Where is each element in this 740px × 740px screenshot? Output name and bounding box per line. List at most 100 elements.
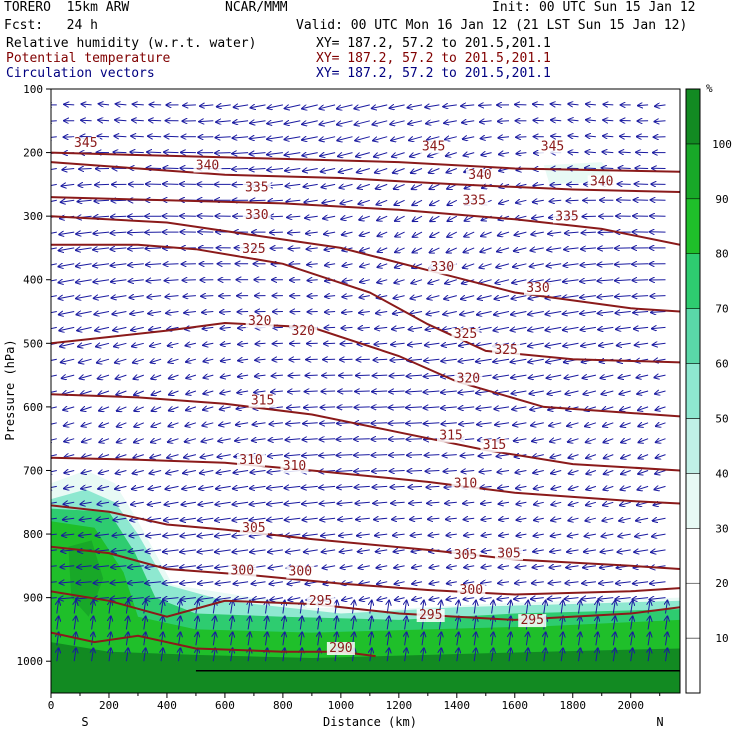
vector-588 [255,359,266,360]
vector-1068 [464,566,475,568]
theta-label-bg-340-2 [587,175,616,189]
vector-1066 [429,566,440,568]
theta-label-bg-325-0 [239,242,268,256]
vector-1251 [526,632,528,646]
vector-509 [131,327,144,330]
vector-1052 [180,566,196,568]
vector-403 [165,280,179,281]
vector-1139 [447,598,457,600]
vector-245 [550,200,562,201]
vector-945 [198,518,214,520]
y-tick-label-400: 400 [23,274,43,287]
vector-732 [253,423,266,425]
vector-1015 [163,550,179,552]
vector-624 [255,375,266,376]
vector-398 [76,280,92,283]
vector-1141 [481,598,492,600]
vector-734 [286,423,301,424]
vector-390 [563,264,579,266]
vector-361 [58,264,75,267]
vector-420 [462,280,475,284]
vector-1136 [395,598,405,601]
vector-1128 [252,598,266,600]
vector-94 [427,137,440,140]
colorbar-segment-10 [685,582,701,639]
y-tick-label-300: 300 [23,210,43,223]
vector-242 [499,200,510,203]
vector-1201 [283,617,285,630]
vector-1133 [342,598,353,601]
vector-126 [356,152,370,157]
vector-1075 [583,566,596,568]
vector-834 [150,471,162,474]
vector-25 [479,105,492,106]
vector-745 [477,423,492,425]
vector-552 [256,343,266,344]
vector-16 [320,104,336,109]
vector-569 [546,343,562,346]
vector-375 [307,264,318,265]
vector-1193 [144,617,146,630]
vector-811 [371,455,388,456]
theta-label-320-1: 320 [291,324,314,339]
vector-60 [462,121,475,123]
vector-157 [267,169,283,171]
vector-314 [498,232,510,236]
vector-718 [638,407,649,410]
vector-134 [499,153,510,155]
vector-97 [481,137,492,139]
vector-847 [372,471,388,472]
vector-1001 [551,534,562,536]
vector-531 [511,327,527,330]
vector-1049 [128,566,144,568]
vector-1090 [216,582,231,584]
vector-656 [186,391,197,394]
vector-687 [99,407,110,411]
vector-955 [374,518,388,519]
vector-1082 [77,582,92,583]
vector-741 [406,423,423,424]
y-axis-title: Pressure (hPa) [3,339,17,440]
vector-838 [217,471,231,474]
vector-497 [545,312,562,315]
vector-915 [302,502,318,504]
vector-897 [621,486,631,489]
vector-721 [64,423,75,426]
vector-1112 [599,582,614,584]
vector-672 [458,391,475,393]
vector-773 [337,439,353,440]
vector-1217 [561,617,563,630]
vector-5 [133,104,144,105]
vector-535 [581,327,596,330]
vector-1200 [266,617,268,630]
vector-802 [217,455,231,458]
vector-1194 [161,617,163,630]
theta-label-340-0: 340 [196,159,219,174]
vector-330 [145,248,162,249]
vector-1040 [601,550,614,552]
vector-686 [81,407,92,411]
vector-128 [392,152,405,157]
vector-953 [338,518,353,520]
vector-926 [499,502,510,504]
vector-1018 [215,550,231,552]
vector-348 [464,247,475,252]
vector-872 [182,486,196,489]
vector-548 [186,343,197,345]
vector-208 [533,184,544,185]
vector-1280 [405,648,407,662]
vector-828 [51,471,57,473]
vector-641 [547,375,562,378]
vector-425 [546,280,562,283]
vector-1248 [474,632,476,646]
vector-785 [550,439,562,442]
vector-197 [340,184,353,187]
vector-92 [391,136,405,141]
vector-1172 [405,601,407,614]
vector-627 [305,375,318,376]
vector-891 [516,486,527,488]
vector-898 [638,486,649,489]
vector-415 [377,280,388,283]
vector-265 [269,216,283,217]
vector-180 [51,183,57,187]
